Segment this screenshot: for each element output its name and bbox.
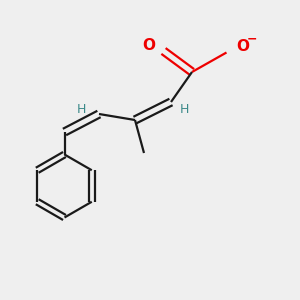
Text: −: − [247, 32, 257, 46]
Text: H: H [76, 103, 86, 116]
Text: H: H [180, 103, 189, 116]
Text: O: O [142, 38, 156, 53]
Text: O: O [236, 39, 249, 54]
